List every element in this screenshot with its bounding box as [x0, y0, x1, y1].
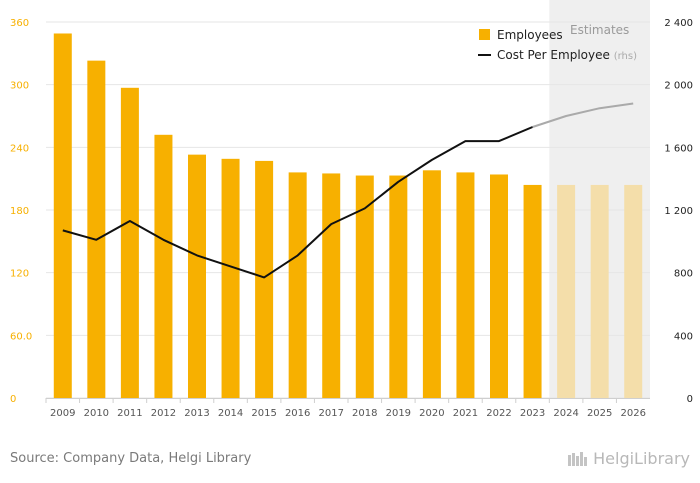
bar-employees: [355, 175, 374, 398]
bar-employees: [322, 173, 341, 398]
x-tick-label: 2026: [620, 408, 645, 419]
x-tick-label: 2015: [251, 408, 276, 419]
x-tick-label: 2012: [151, 408, 176, 419]
x-tick-label: 2010: [84, 408, 109, 419]
helgi-library-logo[interactable]: HelgiLibrary: [567, 449, 690, 468]
line-cost-per-employee: [62, 126, 533, 279]
y-right-tick-label: 400: [674, 331, 693, 342]
bar-employees: [87, 60, 106, 399]
x-tick-label: 2020: [419, 408, 444, 419]
bar-employees: [221, 158, 240, 398]
legend-label-cost-per-employee: Cost Per Employee (rhs): [497, 48, 637, 62]
bar-employees: [590, 184, 609, 398]
bar-employees: [53, 33, 72, 398]
bar-employees: [557, 184, 576, 398]
x-tick-label: 2018: [352, 408, 377, 419]
legend-swatch-employees: [479, 29, 490, 40]
bar-employees: [389, 175, 408, 398]
y-right-tick-label: 1 600: [664, 143, 693, 154]
y-left-tick-label: 300: [10, 81, 29, 92]
x-tick-label: 2025: [587, 408, 612, 419]
y-left-tick-label: 180: [10, 206, 29, 217]
bar-employees: [523, 184, 542, 398]
bar-employees: [288, 172, 307, 398]
bar-employees: [255, 160, 274, 398]
bar-employees: [490, 174, 508, 398]
bar-employees: [422, 170, 441, 398]
x-tick-label: 2023: [520, 408, 545, 419]
x-tick-label: 2016: [285, 408, 310, 419]
x-tick-label: 2019: [386, 408, 411, 419]
x-tick-label: 2014: [218, 408, 243, 419]
x-tick-label: 2021: [453, 408, 478, 419]
y-right-tick-label: 800: [674, 269, 693, 280]
x-tick-label: 2024: [553, 408, 578, 419]
library-books-icon: [568, 451, 588, 466]
x-tick-label: 2017: [318, 408, 343, 419]
y-left-tick-label: 0: [10, 394, 16, 405]
x-tick-label: 2022: [486, 408, 511, 419]
bar-employees: [456, 172, 475, 398]
brand-name: HelgiLibrary: [593, 449, 690, 468]
legend-label-employees: Employees: [497, 28, 563, 42]
y-right-tick-label: 0: [687, 394, 693, 405]
chart-svg: Estimates 0 0 60.0 400 120 800 180 1 200 240 1 600…: [10, 0, 693, 419]
source-note: Source: Company Data, Helgi Library: [10, 451, 252, 466]
y-right-tick-label: 2 400: [664, 18, 693, 29]
bar-employees: [624, 184, 643, 398]
x-tick-label: 2013: [184, 408, 209, 419]
line-cost-per-employee-estimate: [532, 102, 634, 128]
y-left-tick-label: 240: [10, 143, 29, 154]
y-right-tick-label: 1 200: [664, 206, 693, 217]
legend-rhs-note: (rhs): [614, 51, 637, 62]
x-tick-label: 2009: [50, 408, 75, 419]
estimates-label: Estimates: [570, 23, 629, 37]
y-left-tick-label: 360: [10, 18, 29, 29]
y-right-tick-label: 2 000: [664, 81, 693, 92]
bar-employees: [188, 154, 206, 398]
bar-employees: [154, 134, 173, 399]
y-left-tick-label: 120: [10, 269, 29, 280]
bar-employees: [120, 87, 139, 399]
y-left-tick-label: 60.0: [10, 331, 32, 342]
x-tick-label: 2011: [117, 408, 142, 419]
